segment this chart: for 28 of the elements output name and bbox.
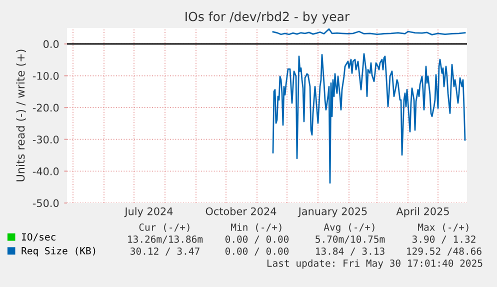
text: Cur (-/+) [139,223,190,232]
text: 3.90 / 1.32 [412,235,476,244]
chart-title: IOs for /dev/rbd2 - by year [186,12,350,24]
y-axis-title: Units read (-) / write (+) [16,50,26,182]
y-tick-label: -10.0 [32,72,59,80]
text: 0.00 / 0.00 [225,247,289,256]
y-tick-label: -40.0 [32,167,59,176]
y-tick-label: -50.0 [32,199,59,208]
y-tick-label: -20.0 [32,104,59,112]
text: 5.70m/10.75m [316,235,385,244]
x-tick-label: July 2024 [124,207,173,218]
legend-label: IO/sec [22,233,56,242]
text: 129.52 /48.66 [407,247,482,256]
text: 30.12 / 3.47 [130,247,200,256]
x-tick-label: January 2025 [298,207,367,218]
text: 0.00 / 0.00 [225,235,289,244]
legend-label: Req Size (KB) [22,246,96,256]
x-tick-label: April 2025 [396,207,449,218]
x-tick-label: October 2024 [206,207,276,216]
line-series [272,53,466,184]
text: Avg (-/+) [324,223,374,233]
text: Max (-/+) [418,223,468,232]
y-tick-label: 0.0 [43,40,59,48]
text: Min (-/+) [231,223,282,232]
text: Last update: Fri May 30 17:01:40 2025 [267,259,482,269]
y-tick-label: -30.0 [32,136,59,144]
text: 13.84 / 3.13 [316,247,384,256]
text: 13.26m/13.86m [128,235,203,244]
